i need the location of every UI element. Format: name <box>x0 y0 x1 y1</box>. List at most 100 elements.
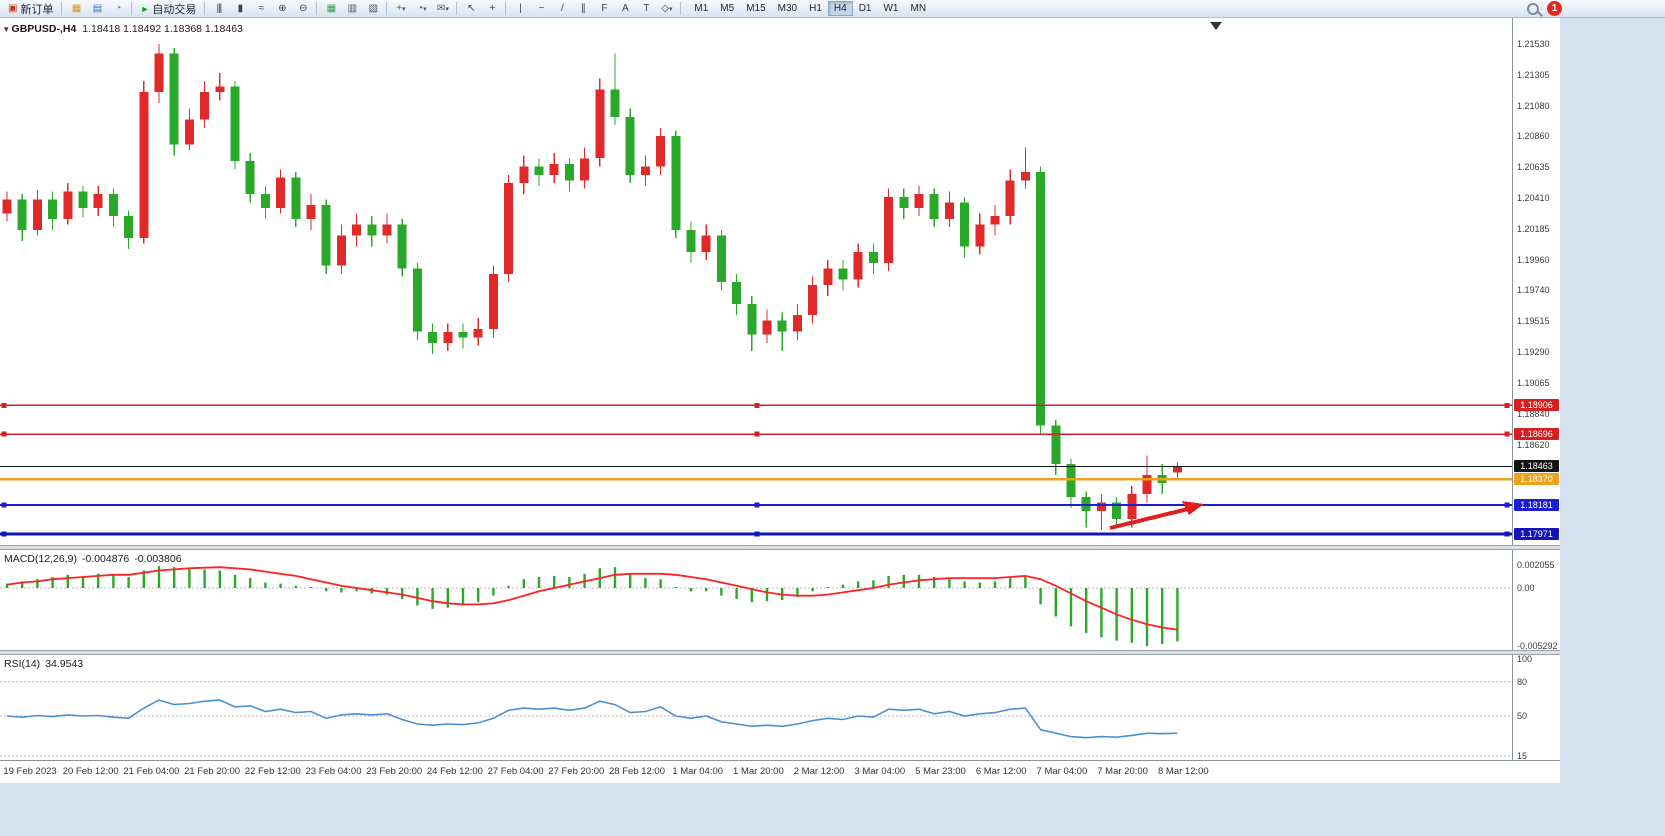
time-axis-label: 20 Feb 12:00 <box>62 766 119 777</box>
time-axis-label: 27 Feb 04:00 <box>487 766 544 777</box>
crosshair-icon[interactable]: + <box>481 1 502 17</box>
macd-title: MACD(12,26,9) <box>4 553 77 565</box>
rsi-axis-label: 50 <box>1517 711 1528 721</box>
time-axis-label: 19 Feb 2023 <box>3 766 57 777</box>
toolbar-separator <box>505 2 507 15</box>
new-order-label: 新订单 <box>20 3 54 16</box>
notification-badge[interactable]: 1 <box>1547 1 1562 16</box>
rsi-label: RSI(14) 34.9543 <box>4 658 88 670</box>
candlestick-chart-icon[interactable]: ▮ <box>229 1 250 17</box>
symbol-label: ▾ GBPUSD-,H4 1.18418 1.18492 1.18368 1.184… <box>4 23 243 35</box>
time-axis-label: 5 Mar 23:00 <box>915 766 966 777</box>
zoom-in-icon[interactable]: ⊕ <box>271 1 292 17</box>
time-axis-label: 7 Mar 04:00 <box>1036 766 1088 777</box>
panel-separator[interactable] <box>0 545 1560 550</box>
cascade-windows-icon[interactable]: ▧ <box>362 1 383 17</box>
arrange-windows-icon[interactable]: ▥ <box>341 1 362 17</box>
channel-icon[interactable]: ∥ <box>572 1 593 17</box>
macd-value-main: -0.004876 <box>81 553 130 565</box>
search-icon[interactable] <box>1527 2 1539 15</box>
price-line-tag: 1.17971 <box>1514 528 1559 540</box>
bar-chart-icon[interactable]: ||| <box>208 1 229 17</box>
ohlc-readout: 1.18418 1.18492 1.18368 1.18463 <box>82 23 243 35</box>
time-axis-label: 21 Feb 04:00 <box>123 766 180 777</box>
horizontal-line-icon[interactable]: − <box>530 1 551 17</box>
timeframe-m15-button[interactable]: M15 <box>740 1 771 16</box>
right-margin <box>1560 18 1665 836</box>
price-tick-label: 1.19515 <box>1517 316 1550 326</box>
tile-windows-icon[interactable]: ▦ <box>320 1 341 17</box>
line-chart-icon[interactable]: ≈ <box>250 1 271 17</box>
trendline-icon[interactable]: / <box>551 1 572 17</box>
autotrading-label: 自动交易 <box>152 3 197 16</box>
charts-icon[interactable]: ▦ <box>65 1 86 17</box>
shapes-icon[interactable]: ◇ ▾ <box>656 1 677 17</box>
timeframe-w1-button[interactable]: W1 <box>877 1 904 16</box>
market-watch-icon[interactable]: ▤ <box>86 1 107 17</box>
macd-value-signal: -0.003806 <box>134 553 182 565</box>
time-axis-label: 2 Mar 12:00 <box>793 766 845 777</box>
zoom-out-icon[interactable]: ⊖ <box>292 1 313 17</box>
new-order-icon: ▣ <box>8 3 18 14</box>
text-icon[interactable]: A <box>614 1 635 17</box>
time-axis-label: 3 Mar 04:00 <box>854 766 906 777</box>
toolbar-separator <box>131 2 133 15</box>
price-line-tag: 1.18696 <box>1514 428 1559 440</box>
timeframe-m30-button[interactable]: M30 <box>772 1 803 16</box>
data-window-icon[interactable]: ◔ <box>107 1 128 17</box>
autotrading-button[interactable]: ► 自动交易 <box>135 1 201 17</box>
timeframe-h4-button[interactable]: H4 <box>827 1 853 16</box>
macd-axis-label: -0.005292 <box>1517 641 1558 651</box>
cursor-icon[interactable]: ↖ <box>460 1 481 17</box>
rsi-panel[interactable]: RSI(14) 34.9543 <box>0 655 1512 760</box>
macd-axis-label: 0.00 <box>1517 583 1535 593</box>
bottom-margin <box>0 783 1665 836</box>
price-line-tag: 1.18463 <box>1514 460 1559 472</box>
rsi-chart[interactable] <box>0 655 1512 760</box>
main-chart-panel[interactable]: ▾ GBPUSD-,H4 1.18418 1.18492 1.18368 1.184… <box>0 18 1512 545</box>
price-axis[interactable]: 1.21530 1.21305 1.21080 1.20860 1.20635 1.204… <box>1512 18 1560 761</box>
chevron-down-icon: ▾ <box>445 5 449 13</box>
rsi-axis-label: 100 <box>1517 654 1533 664</box>
timeframe-m1-button[interactable]: M1 <box>688 1 714 16</box>
rsi-axis-label: 15 <box>1517 751 1528 761</box>
timeframe-m5-button[interactable]: M5 <box>714 1 740 16</box>
rsi-axis-label: 80 <box>1517 677 1528 687</box>
rsi-value: 34.9543 <box>45 658 84 670</box>
toolbar-separator <box>386 2 388 15</box>
pointer-group: ↖ + <box>460 1 502 17</box>
time-axis[interactable]: 19 Feb 2023 20 Feb 12:00 21 Feb 04:00 21 Fe… <box>0 760 1560 783</box>
candlestick-chart[interactable] <box>0 18 1512 545</box>
time-axis-label: 1 Mar 20:00 <box>733 766 784 777</box>
rsi-title: RSI(14) <box>4 658 41 670</box>
macd-chart[interactable] <box>0 550 1512 650</box>
label-icon[interactable]: T <box>635 1 656 17</box>
timeframe-d1-button[interactable]: D1 <box>853 1 878 16</box>
fibonacci-icon[interactable]: F <box>593 1 614 17</box>
chart-type-group: ||| ▮ ≈ <box>208 1 271 17</box>
indicators-icon[interactable]: + ▾ <box>390 1 411 17</box>
timeframe-mn-button[interactable]: MN <box>904 1 932 16</box>
time-axis-label: 6 Mar 12:00 <box>975 766 1027 777</box>
time-axis-label: 7 Mar 20:00 <box>1097 766 1148 777</box>
time-axis-label: 21 Feb 20:00 <box>184 766 241 777</box>
periods-icon[interactable]: ◔ ▾ <box>411 1 432 17</box>
one-click-trading-toggle[interactable]: ▾ <box>4 24 9 34</box>
time-axis-label: 8 Mar 12:00 <box>1157 766 1209 777</box>
toolbar-separator <box>204 2 206 15</box>
time-axis-label: 28 Feb 12:00 <box>609 766 665 777</box>
templates-icon[interactable]: ✉ ▾ <box>432 1 453 17</box>
new-order-button[interactable]: ▣ 新订单 <box>3 1 58 17</box>
chevron-down-icon: ▾ <box>423 5 427 13</box>
panel-separator[interactable] <box>0 650 1560 655</box>
window-group: ▦ ▥ ▧ <box>320 1 383 17</box>
toolbar-separator <box>680 2 682 15</box>
price-tick-label: 1.20185 <box>1517 224 1550 234</box>
macd-panel[interactable]: MACD(12,26,9) -0.004876 -0.003806 <box>0 550 1512 650</box>
price-tick-label: 1.18840 <box>1517 409 1550 419</box>
toolbar-separator <box>61 2 63 15</box>
vertical-line-icon[interactable]: | <box>509 1 530 17</box>
timeframe-h1-button[interactable]: H1 <box>803 1 828 16</box>
time-axis-label: 27 Feb 20:00 <box>548 766 605 777</box>
time-axis-label: 22 Feb 12:00 <box>244 766 301 777</box>
